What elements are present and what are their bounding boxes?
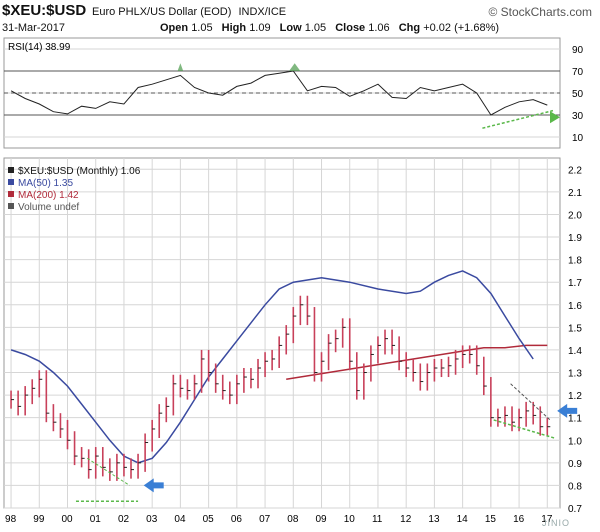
chart-header: $XEU:$USD Euro PHLX/US Dollar (EOD) INDX… <box>0 0 600 38</box>
price-tick-label: 1.9 <box>568 233 582 244</box>
x-tick-label: 13 <box>428 514 440 525</box>
description-text: Euro PHLX/US Dollar (EOD) <box>92 6 232 18</box>
x-tick-label: 06 <box>231 514 243 525</box>
legend-item: $XEU:$USD (Monthly) 1.06 <box>18 166 141 177</box>
price-tick-label: 1.8 <box>568 256 582 267</box>
price-tick-label: 1.4 <box>568 346 582 357</box>
open-value: 1.05 <box>191 22 213 34</box>
price-tick-label: 1.0 <box>568 436 582 447</box>
price-tick-label: 1.1 <box>568 414 582 425</box>
price-tick-label: 2.1 <box>568 188 582 199</box>
bullish-arrow <box>557 403 578 418</box>
legend-swatch <box>8 167 14 173</box>
annotations <box>75 63 578 502</box>
x-tick-label: 14 <box>457 514 469 525</box>
low-value: 1.05 <box>304 22 327 34</box>
close-label: Close <box>335 22 366 34</box>
x-tick-label: 12 <box>400 514 412 525</box>
watermark: JINIO <box>541 518 570 528</box>
price-tick-label: 1.7 <box>568 278 582 289</box>
price-grid <box>4 158 560 509</box>
x-tick-label: 99 <box>33 514 45 525</box>
x-axis-ticks: 98 99 00 01 02 03 04 05 06 07 08 09 10 11 12 13 14 15 16 17 <box>5 514 553 525</box>
price-tick-label: 2.0 <box>568 210 582 221</box>
x-tick-label: 09 <box>316 514 328 525</box>
legend-swatch <box>8 191 14 197</box>
high-value: 1.09 <box>249 22 271 34</box>
brand-logo[interactable]: © StockCharts.com <box>488 5 592 19</box>
x-tick-label: 11 <box>372 514 383 525</box>
x-tick-label: 01 <box>90 514 102 525</box>
legend-swatch <box>8 179 14 185</box>
rsi-tick-label: 30 <box>572 111 584 122</box>
quote-line: Open 1.05 High 1.09 Low 1.05 Close 1.06 … <box>160 22 499 34</box>
legend-item: MA(50) 1.35 <box>18 178 73 189</box>
high-label: High <box>221 22 247 34</box>
rsi-tick-label: 50 <box>572 89 584 100</box>
rsi-panel: 90 70 50 30 10 RSI(14) 38.99 <box>3 37 584 149</box>
price-tick-label: 0.8 <box>568 481 582 492</box>
ma50-line <box>10 270 534 464</box>
rsi-y-ticks: 90 70 50 30 10 <box>572 45 584 144</box>
x-tick-label: 16 <box>513 514 525 525</box>
x-tick-label: 08 <box>287 514 299 525</box>
price-tick-label: 1.2 <box>568 391 582 402</box>
price-panel: 2.2 2.1 2.0 1.9 1.8 1.7 1.6 1.5 1.4 1.3 1.2 1.1 1.0 0… <box>3 63 582 525</box>
legend-item: Volume undef <box>18 202 79 213</box>
legend-swatch <box>8 203 14 209</box>
x-tick-label: 15 <box>485 514 497 525</box>
price-tick-label: 1.6 <box>568 301 582 312</box>
rsi-overbought-fill <box>289 63 301 71</box>
bullish-arrow <box>143 478 164 493</box>
rsi-tick-label: 70 <box>572 67 584 78</box>
rsi-legend: RSI(14) 38.99 <box>8 42 71 53</box>
symbol: $XEU:$USD <box>2 2 87 19</box>
open-label: Open <box>160 22 189 34</box>
x-tick-label: 10 <box>344 514 356 525</box>
rsi-grid <box>4 48 560 138</box>
rsi-tick-label: 90 <box>572 45 584 56</box>
price-tick-label: 0.7 <box>568 504 582 515</box>
rsi-overbought-fill <box>177 63 184 71</box>
price-tick-label: 0.9 <box>568 459 582 470</box>
x-tick-label: 00 <box>62 514 74 525</box>
price-tick-label: 2.2 <box>568 165 582 176</box>
exchange: INDX/ICE <box>238 6 287 18</box>
x-tick-label: 05 <box>203 514 215 525</box>
x-tick-label: 98 <box>5 514 17 525</box>
description: Euro PHLX/US Dollar (EOD) INDX/ICE <box>92 6 286 18</box>
support-trendline <box>493 419 555 439</box>
close-value: 1.06 <box>368 22 390 34</box>
legend-item: MA(200) 1.42 <box>18 190 79 201</box>
x-tick-label: 07 <box>259 514 271 525</box>
low-label: Low <box>279 22 302 34</box>
resistance-trendline <box>86 457 130 486</box>
rsi-line <box>10 70 548 116</box>
x-tick-label: 17 <box>541 514 553 525</box>
x-tick-label: 04 <box>174 514 186 525</box>
x-tick-label: 03 <box>146 514 158 525</box>
price-tick-label: 1.3 <box>568 369 582 380</box>
price-bars <box>10 295 551 481</box>
rsi-arrow <box>550 111 560 124</box>
rsi-trendline <box>482 109 554 129</box>
price-frame <box>3 157 561 509</box>
chg-value: +0.02 (+1.68%) <box>423 22 500 34</box>
rsi-tick-label: 10 <box>572 133 584 144</box>
price-tick-label: 1.5 <box>568 323 582 334</box>
x-tick-label: 02 <box>118 514 130 525</box>
chg-label: Chg <box>398 22 421 34</box>
resistance-trendline <box>510 383 551 421</box>
quote-date: 31-Mar-2017 <box>2 22 65 34</box>
price-y-ticks: 2.2 2.1 2.0 1.9 1.8 1.7 1.6 1.5 1.4 1.3 1.2 1.1 1.0 0… <box>568 165 582 515</box>
